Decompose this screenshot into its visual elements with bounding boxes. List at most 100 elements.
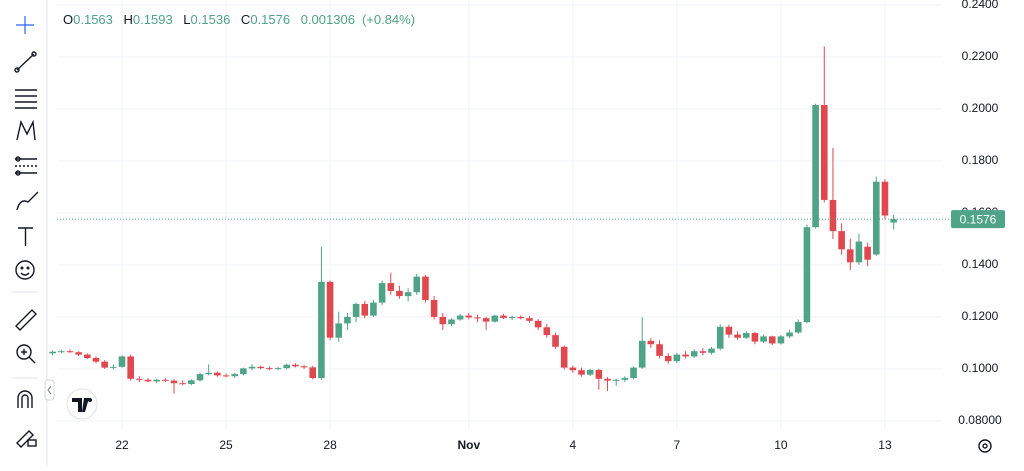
lock-tool[interactable] bbox=[16, 430, 37, 448]
candle-body bbox=[647, 340, 655, 345]
candle-body bbox=[58, 351, 65, 353]
candle-body bbox=[630, 367, 637, 379]
candle-body bbox=[508, 316, 516, 318]
candle-body bbox=[404, 292, 412, 297]
candle-body bbox=[387, 283, 395, 291]
candle-body bbox=[586, 369, 594, 375]
candle-body bbox=[326, 281, 334, 338]
candle-body bbox=[92, 357, 100, 362]
candle-body bbox=[595, 369, 603, 379]
candle-body bbox=[456, 315, 464, 320]
y-tick-label: 0.1400 bbox=[962, 257, 999, 271]
y-tick-label: 0.2000 bbox=[962, 101, 999, 115]
toolbar bbox=[12, 16, 39, 448]
candle-body bbox=[578, 370, 585, 375]
candle-body bbox=[474, 317, 481, 319]
x-tick-label: 28 bbox=[323, 438, 337, 452]
fib-tool[interactable] bbox=[15, 156, 37, 176]
candle-body bbox=[335, 323, 343, 338]
open-label: O bbox=[63, 12, 74, 27]
magnet-tool[interactable] bbox=[17, 390, 33, 408]
candle-body bbox=[118, 356, 126, 367]
collapse-button[interactable] bbox=[44, 379, 55, 401]
candle-body bbox=[829, 199, 837, 232]
candle-body bbox=[257, 366, 265, 369]
candle-body bbox=[491, 315, 499, 322]
candle-body bbox=[742, 333, 750, 338]
last-price-badge bbox=[951, 210, 1005, 229]
high-value: 0.1593 bbox=[132, 12, 173, 27]
y-tick-label: 0.2400 bbox=[962, 0, 999, 11]
candle-body bbox=[517, 316, 525, 319]
candle-body bbox=[422, 276, 429, 301]
text-tool[interactable] bbox=[18, 227, 33, 246]
candle-body bbox=[352, 303, 360, 317]
change-value: 0.001306 bbox=[300, 12, 355, 27]
grid bbox=[57, 0, 942, 430]
candle-body bbox=[214, 372, 221, 376]
candle-body bbox=[84, 354, 91, 358]
y-tick-label: 0.2200 bbox=[962, 49, 999, 63]
horizontal-lines-tool[interactable] bbox=[15, 89, 37, 109]
candle-body bbox=[812, 105, 819, 228]
candle-body bbox=[179, 383, 186, 385]
candle-body bbox=[638, 340, 646, 368]
zoom-tool[interactable] bbox=[16, 344, 36, 364]
x-tick-label: 13 bbox=[878, 438, 892, 452]
y-tick-label: 0.1000 bbox=[962, 361, 999, 375]
last-price-label: 0.1576 bbox=[960, 212, 997, 226]
candle-body bbox=[396, 290, 403, 297]
candle-body bbox=[162, 379, 169, 381]
y-tick-label: 0.1800 bbox=[962, 153, 999, 167]
candle-body bbox=[231, 374, 239, 377]
close-value: 0.1576 bbox=[250, 12, 291, 27]
candle-body bbox=[794, 322, 802, 333]
pattern-tool[interactable] bbox=[16, 119, 36, 141]
emoji-tool[interactable] bbox=[15, 260, 35, 280]
candle-body bbox=[448, 319, 455, 325]
candle-body bbox=[526, 318, 533, 321]
candle-body bbox=[682, 354, 689, 357]
tradingview-logo[interactable] bbox=[66, 388, 98, 420]
candle-body bbox=[136, 378, 143, 380]
y-tick-label: 0.1200 bbox=[962, 309, 999, 323]
candle-body bbox=[569, 367, 577, 371]
candle-body bbox=[890, 219, 897, 223]
x-tick-label: 10 bbox=[774, 438, 788, 452]
candle-body bbox=[248, 366, 256, 369]
brush-tool[interactable] bbox=[16, 191, 39, 211]
candle-body bbox=[344, 316, 351, 324]
candle-body bbox=[370, 302, 377, 316]
candle-body bbox=[110, 366, 117, 368]
candle-body bbox=[153, 379, 160, 382]
candle-body bbox=[777, 336, 785, 344]
candle-body bbox=[439, 316, 447, 325]
candle-body bbox=[274, 368, 282, 370]
candle-body bbox=[361, 303, 369, 316]
trend-line-tool[interactable] bbox=[14, 51, 37, 73]
candle-body bbox=[170, 380, 178, 384]
candle-body bbox=[552, 335, 559, 347]
candle-body bbox=[664, 355, 672, 362]
candle-body bbox=[413, 276, 421, 293]
candle-body bbox=[222, 375, 230, 377]
candle-body bbox=[482, 318, 490, 322]
candle-body bbox=[820, 105, 828, 200]
low-value: 0.1536 bbox=[190, 12, 231, 27]
ruler-tool[interactable] bbox=[15, 309, 37, 331]
candle-body bbox=[266, 368, 273, 370]
candle-body bbox=[846, 249, 854, 263]
candle-body bbox=[188, 380, 195, 384]
open-value: 0.1563 bbox=[73, 12, 113, 27]
ohlc-legend: O0.1563 H0.1593 L0.1536 C0.1576 0.001306… bbox=[63, 12, 422, 27]
high-label: H bbox=[123, 12, 133, 27]
crosshair-tool[interactable] bbox=[16, 16, 34, 34]
candle-body bbox=[855, 241, 863, 263]
candle-body bbox=[768, 336, 776, 344]
candle-body bbox=[881, 181, 889, 216]
candle-body bbox=[716, 326, 724, 349]
settings-button[interactable] bbox=[978, 439, 992, 453]
candle-body bbox=[500, 315, 507, 318]
candles bbox=[49, 46, 950, 394]
